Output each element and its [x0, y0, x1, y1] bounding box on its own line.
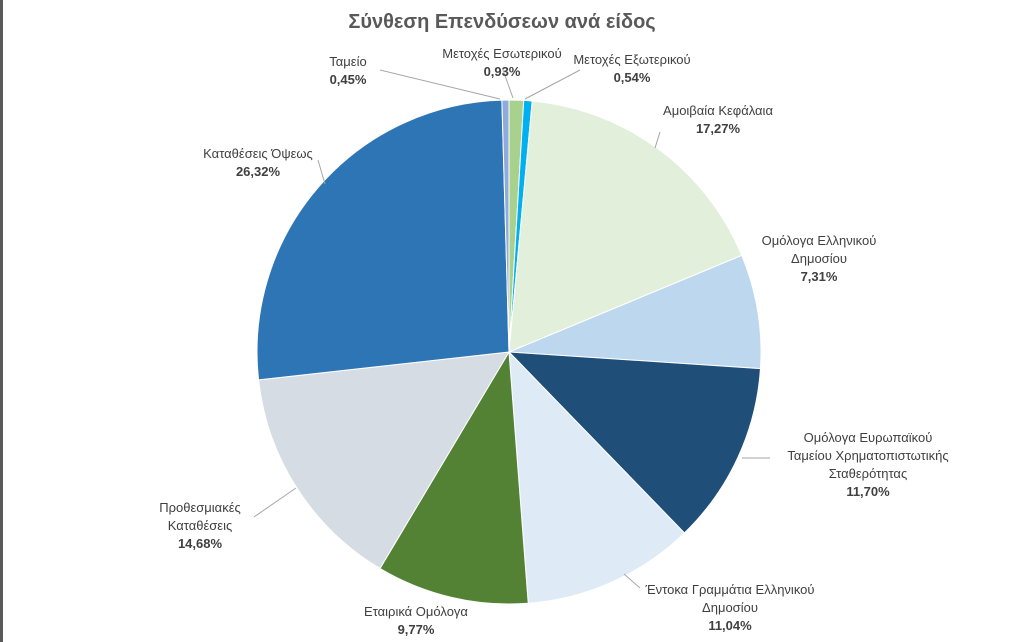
slice-value: 9,77% — [398, 622, 435, 637]
slice-name: Δημοσίου — [791, 251, 847, 266]
pie-slice — [507, 351, 761, 534]
leader-lines — [253, 69, 770, 589]
slice-value: 11,70% — [846, 484, 890, 499]
slice-name: Εταιρικά Ομόλογα — [364, 604, 468, 619]
slice-label: Ταμείο 0,45% — [329, 54, 367, 87]
leader-line — [524, 69, 581, 100]
pie-slice — [379, 350, 529, 605]
slice-label: Εταιρικά Ομόλογα 9,77% — [364, 604, 468, 637]
slice-label: Ομόλογα Ευρωπαϊκού Ταμείου Χρηματοπιστωτι… — [787, 430, 948, 499]
slice-value: 26,32% — [236, 164, 281, 179]
slice-name: Ταμείου Χρηματοπιστωτικής — [787, 448, 948, 463]
pie-slice — [256, 99, 510, 381]
slice-name: Δημοσίου — [702, 600, 758, 615]
slice-name: Ταμείο — [329, 54, 366, 69]
left-border — [0, 0, 3, 642]
slice-label: Μετοχές Εσωτερικού 0,93% — [442, 46, 562, 79]
pie-slice — [501, 99, 510, 353]
slice-name: Σταθερότητας — [829, 466, 907, 481]
pie-slices — [256, 99, 762, 605]
slice-name: Μετοχές Εσωτερικού — [442, 46, 562, 61]
leader-line — [317, 159, 326, 185]
slice-label: Καταθέσεις Όψεως 26,32% — [203, 146, 313, 179]
slice-name: Αμοιβαία Κεφάλαια — [663, 103, 773, 118]
slice-value: 7,31% — [801, 269, 838, 284]
slice-label: Έντοκα Γραμμάτια Ελληνικού Δημοσίου 11,04% — [644, 582, 814, 633]
slice-value: 11,04% — [708, 618, 752, 633]
slice-name: Προθεσμιακές — [159, 500, 241, 515]
slice-label: Ομόλογα Ελληνικού Δημοσίου 7,31% — [762, 233, 877, 284]
slice-name: Έντοκα Γραμμάτια Ελληνικού — [644, 582, 814, 597]
leader-line — [623, 573, 641, 589]
pie-slice — [508, 350, 686, 604]
slice-label: Προθεσμιακές Καταθέσεις 14,68% — [159, 500, 241, 551]
data-labels: Μετοχές Εσωτερικού 0,93% Μετοχές Εξωτερικο… — [159, 46, 948, 637]
slice-value: 17,27% — [696, 121, 741, 136]
slice-name: Καταθέσεις — [168, 518, 233, 533]
slice-name: Καταθέσεις Όψεως — [203, 146, 313, 161]
leader-line — [379, 69, 501, 100]
slice-name: Ομόλογα Ευρωπαϊκού — [804, 430, 933, 445]
leader-line — [654, 131, 661, 149]
slice-value: 14,68% — [178, 536, 223, 551]
slice-name: Ομόλογα Ελληνικού — [762, 233, 877, 248]
slice-name: Μετοχές Εξωτερικού — [573, 52, 690, 67]
slice-label: Αμοιβαία Κεφάλαια 17,27% — [663, 103, 773, 136]
chart-title: Σύνθεση Επενδύσεων ανά είδος — [348, 11, 655, 33]
slice-value: 0,54% — [614, 70, 651, 85]
pie-slice — [257, 351, 510, 570]
leader-line — [502, 69, 514, 99]
slice-value: 0,45% — [330, 72, 367, 87]
leader-line — [253, 487, 297, 518]
pie-slice — [508, 254, 762, 370]
slice-value: 0,93% — [484, 64, 521, 79]
slice-label: Μετοχές Εξωτερικού 0,54% — [573, 52, 690, 85]
pie-slice — [508, 100, 743, 353]
